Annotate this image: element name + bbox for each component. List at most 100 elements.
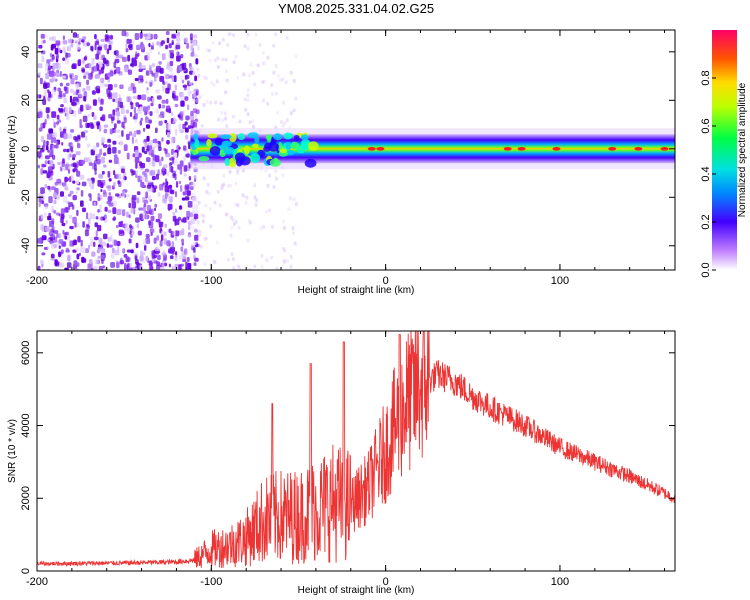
noise-speckle: [135, 170, 138, 177]
noise-speckle: [144, 151, 148, 155]
halo-speckle: [289, 70, 293, 75]
noise-speckle: [168, 107, 171, 114]
noise-speckle: [62, 229, 65, 235]
snr-y-ticks: 0 2000 4000 6000: [20, 341, 675, 574]
noise-speckle: [193, 34, 198, 39]
noise-speckle: [60, 208, 65, 215]
noise-speckle: [128, 43, 133, 51]
noise-speckle: [179, 111, 184, 117]
halo-speckle: [207, 48, 211, 53]
noise-speckle: [69, 190, 74, 195]
noise-speckle: [140, 64, 146, 69]
noise-speckle: [126, 133, 130, 140]
noise-speckle: [87, 143, 91, 148]
noise-speckle: [174, 218, 180, 226]
noise-speckle: [136, 223, 140, 229]
noise-speckle: [118, 221, 123, 228]
noise-speckle: [160, 41, 164, 47]
noise-speckle: [193, 247, 196, 253]
noise-speckle: [47, 149, 50, 153]
noise-speckle: [43, 96, 46, 100]
halo-speckle: [292, 197, 296, 202]
halo-speckle: [201, 219, 205, 224]
signal-blob: [243, 145, 250, 155]
halo-speckle: [226, 257, 230, 262]
noise-speckle: [97, 255, 101, 259]
x-tick-label: 0: [383, 576, 389, 588]
noise-speckle: [159, 266, 165, 270]
noise-speckle: [123, 117, 127, 124]
noise-speckle: [53, 137, 57, 143]
noise-speckle: [86, 223, 90, 228]
halo-speckle: [211, 40, 215, 45]
noise-speckle: [74, 222, 77, 228]
noise-speckle: [153, 73, 159, 78]
noise-speckle: [129, 224, 132, 229]
noise-speckle: [184, 74, 190, 80]
noise-speckle: [155, 89, 160, 94]
noise-speckle: [111, 116, 115, 121]
halo-speckle: [274, 176, 278, 181]
noise-speckle: [64, 74, 68, 80]
noise-speckle: [128, 214, 131, 219]
noise-speckle: [37, 72, 41, 76]
noise-speckle: [107, 79, 110, 83]
halo-speckle: [205, 100, 209, 104]
noise-speckle: [158, 146, 162, 152]
halo-speckle: [232, 266, 236, 270]
noise-speckle: [130, 249, 134, 254]
halo-speckle: [246, 238, 250, 243]
noise-speckle: [109, 34, 113, 40]
signal-peak: [376, 147, 385, 151]
halo-speckle: [237, 225, 241, 230]
noise-speckle: [115, 107, 120, 113]
noise-speckle: [149, 64, 152, 68]
noise-speckle: [184, 96, 189, 101]
spectrogram-x-label: Height of straight line (km): [298, 285, 415, 296]
halo-speckle: [294, 54, 298, 59]
colorbar-tick-label: 0.0: [700, 262, 712, 277]
noise-speckle: [104, 44, 108, 51]
noise-speckle: [119, 230, 125, 234]
noise-speckle: [88, 259, 93, 264]
noise-speckle: [161, 104, 166, 109]
noise-speckle: [145, 70, 150, 76]
noise-speckle: [175, 169, 178, 173]
noise-speckle: [84, 130, 89, 133]
signal-blob: [300, 134, 309, 141]
noise-speckle: [169, 61, 174, 67]
noise-speckle: [103, 233, 108, 240]
noise-speckle: [155, 127, 158, 134]
noise-speckle: [82, 60, 86, 64]
noise-speckle: [100, 216, 103, 221]
noise-speckle: [72, 157, 75, 161]
noise-speckle: [194, 204, 198, 210]
noise-speckle: [103, 152, 107, 157]
noise-speckle: [46, 113, 49, 119]
noise-speckle: [100, 137, 106, 143]
halo-speckle: [282, 219, 285, 224]
halo-speckle: [246, 88, 250, 92]
noise-speckle: [96, 142, 100, 148]
halo-speckle: [242, 194, 246, 199]
halo-speckle: [221, 57, 225, 62]
noise-speckle: [175, 191, 177, 198]
noise-speckle: [65, 52, 71, 58]
noise-speckle: [164, 262, 168, 267]
colorbar-tick-label: 0.8: [700, 70, 712, 85]
noise-speckle: [45, 226, 50, 232]
noise-speckle: [163, 254, 167, 261]
noise-speckle: [37, 265, 41, 270]
noise-speckle: [37, 164, 40, 169]
noise-speckle: [42, 164, 47, 168]
noise-speckle: [61, 160, 65, 167]
noise-speckle: [161, 156, 164, 162]
x-tick-label: -200: [26, 576, 48, 588]
noise-speckle: [85, 248, 90, 254]
halo-speckle: [213, 200, 217, 205]
noise-speckle: [47, 185, 51, 190]
noise-speckle: [64, 58, 70, 64]
noise-speckle: [96, 64, 100, 71]
noise-speckle: [97, 217, 101, 221]
